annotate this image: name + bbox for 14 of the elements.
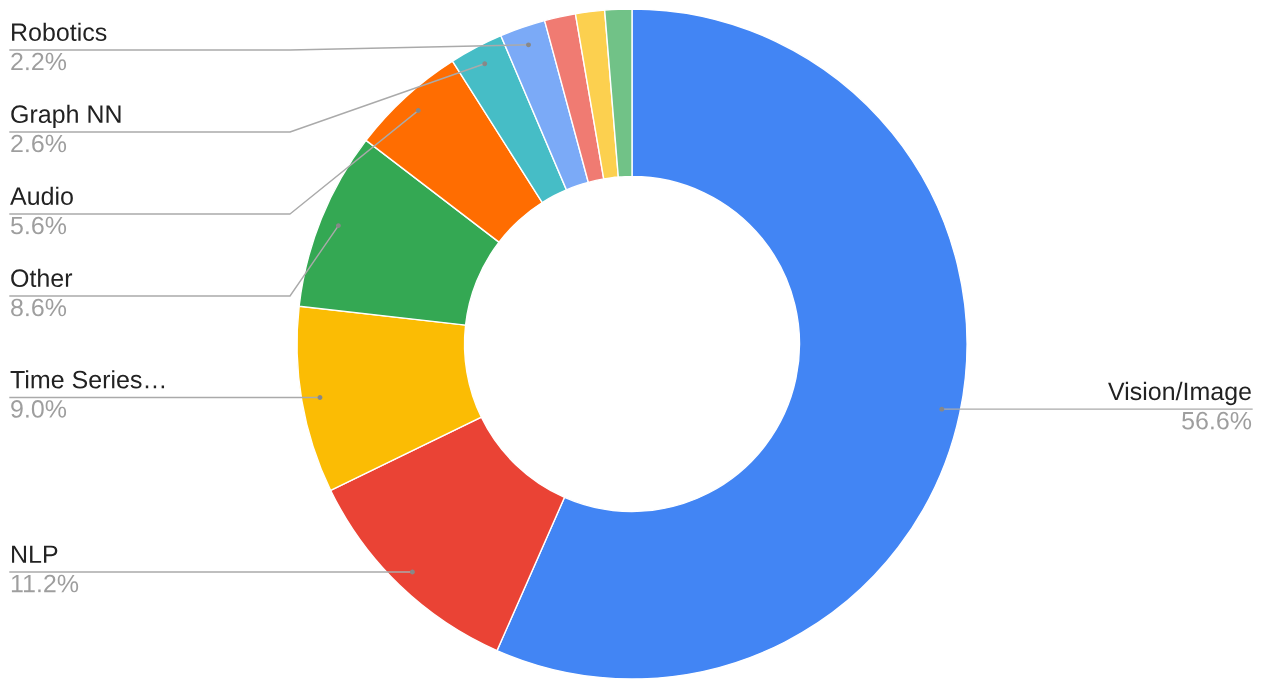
- data-label: 2.6%: [11, 134, 67, 153]
- slice-label: Vision/Image: [1108, 381, 1251, 406]
- slice-label: NLP: [12, 545, 58, 563]
- slice-label: Robotics: [12, 22, 107, 42]
- slice-label: Audio: [10, 186, 73, 206]
- slice-label: Time Series…: [10, 370, 165, 389]
- data-label: 2.2%: [11, 52, 67, 71]
- slice-label: Other: [11, 268, 73, 288]
- slice-label: Graph NN: [11, 104, 121, 128]
- data-label: 5.6%: [11, 216, 67, 235]
- data-label: 8.6%: [11, 298, 67, 317]
- data-label: 11.2%: [11, 574, 79, 593]
- data-label: 9.0%: [11, 400, 67, 418]
- data-label: 56.6%: [1182, 411, 1252, 430]
